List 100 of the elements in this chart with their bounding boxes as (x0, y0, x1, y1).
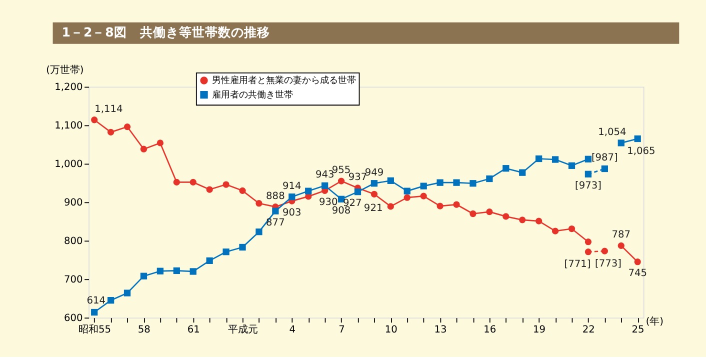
point (354, 188, 362, 196)
point (124, 123, 131, 130)
point (107, 128, 114, 136)
point (519, 216, 526, 224)
y-tick-label: 600 (64, 312, 83, 324)
legend-label: 雇用者の共働き世帯 (212, 90, 294, 101)
point (584, 248, 592, 256)
data-label: 787 (612, 230, 631, 241)
point (568, 225, 576, 232)
point (584, 170, 592, 178)
point (519, 169, 526, 176)
y-tick-label: 1,200 (54, 82, 83, 93)
x-axis-title: (年) (646, 315, 664, 328)
point (288, 194, 296, 200)
x-tick-label: 7 (338, 324, 345, 336)
point (173, 267, 180, 274)
point (618, 140, 624, 146)
x-tick-label: 61 (187, 324, 200, 336)
point (618, 242, 624, 249)
data-label: 921 (364, 203, 383, 214)
point (206, 257, 213, 264)
point (370, 180, 378, 187)
x-tick-label: 25 (632, 324, 644, 336)
point (206, 186, 213, 193)
point (584, 238, 592, 246)
point (502, 213, 510, 220)
point (420, 192, 427, 200)
point (272, 208, 279, 214)
x-tick-label: 58 (138, 324, 150, 336)
y-tick-label: 900 (64, 197, 83, 208)
point (190, 268, 196, 275)
y-axis-title: (万世帯) (46, 64, 84, 76)
point (107, 297, 114, 304)
point (239, 244, 246, 251)
data-label: 1,054 (598, 126, 626, 138)
data-label: 930 (319, 196, 338, 208)
data-label: 949 (364, 167, 384, 178)
x-tick-label: 昭和55 (78, 323, 112, 336)
point (536, 218, 542, 224)
data-label: 914 (282, 180, 302, 192)
point (470, 180, 476, 187)
point (536, 155, 542, 162)
point (140, 146, 148, 152)
point (222, 181, 230, 188)
point (322, 182, 328, 189)
point (222, 248, 230, 256)
point (239, 187, 246, 194)
point (387, 203, 394, 210)
y-tick-label: 700 (64, 274, 83, 286)
point (568, 162, 576, 169)
point (370, 190, 378, 198)
point (453, 179, 460, 186)
point (634, 258, 641, 266)
legend-label: 男性雇用者と無業の妻から成る世帯 (212, 75, 356, 86)
data-label: [987] (591, 152, 618, 164)
data-label: 614 (86, 295, 106, 306)
x-tick-label: 19 (533, 324, 546, 336)
y-tick-label: 1,000 (54, 158, 83, 170)
point (140, 272, 148, 280)
x-tick-label: 4 (289, 324, 296, 336)
point (124, 290, 131, 296)
data-label: 1,114 (94, 104, 123, 115)
x-tick-label: 13 (434, 324, 447, 336)
point (173, 178, 180, 186)
point (404, 194, 410, 201)
point (256, 200, 262, 207)
data-label: [973] (574, 180, 602, 192)
point (453, 201, 460, 208)
point (601, 165, 608, 172)
y-tick-label: 800 (64, 236, 83, 247)
point (338, 178, 345, 184)
point (305, 188, 312, 194)
x-tick-label: 10 (384, 324, 398, 336)
point (156, 140, 164, 146)
chart-title: 1－2－8図 共働き等世帯数の推移 (62, 24, 270, 40)
point (91, 308, 98, 316)
data-label: 943 (315, 170, 334, 181)
point (404, 188, 410, 194)
data-label: [771] (564, 259, 591, 270)
point (601, 248, 608, 254)
point (420, 182, 427, 190)
point (584, 156, 592, 162)
data-label: 1,065 (627, 146, 656, 157)
x-tick-label: 16 (484, 324, 496, 336)
point (91, 116, 98, 124)
point (502, 165, 510, 172)
point (634, 135, 641, 142)
point (387, 177, 394, 184)
point (436, 202, 444, 210)
point (190, 178, 196, 186)
data-label: 877 (266, 217, 285, 228)
data-label: 888 (266, 190, 285, 202)
point (552, 156, 559, 163)
point (256, 228, 262, 236)
data-label: [773] (595, 258, 622, 270)
y-tick-label: 1,100 (54, 120, 83, 132)
data-label: 903 (282, 207, 302, 218)
x-tick-label: 22 (582, 324, 595, 336)
data-label: 745 (628, 268, 647, 280)
point (486, 208, 493, 216)
